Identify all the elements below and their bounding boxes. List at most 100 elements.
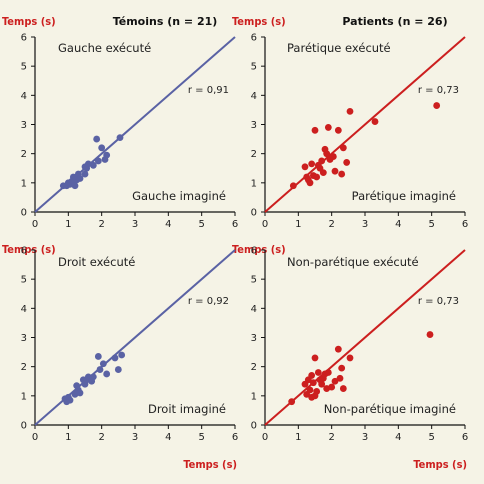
x-tick-label: 0 <box>32 432 38 443</box>
x-tick-label: 5 <box>198 432 204 443</box>
scatter-panel-4: 00 1 1 2 2 3 3 4 4 5 5 6 6 Non-parétique exécuté Non-p… <box>251 246 469 444</box>
data-point <box>98 144 106 152</box>
data-point <box>314 369 322 376</box>
data-point <box>343 159 351 166</box>
y-tick-label: 0 <box>251 421 257 432</box>
data-point <box>71 182 79 190</box>
x-tick-label: 5 <box>428 432 434 443</box>
x-tick-label: 1 <box>295 219 301 230</box>
x-tick-label: 4 <box>165 219 171 230</box>
x-tick-label: 0 <box>262 219 268 230</box>
x-tick-label: 5 <box>428 219 434 230</box>
correlation-label: r = 0,91 <box>188 85 229 96</box>
y-tick-label: 5 <box>21 62 27 73</box>
y-tick-label: 4 <box>251 91 257 102</box>
data-point <box>331 167 339 175</box>
data-point <box>96 366 104 373</box>
x-tick-label: 2 <box>328 219 334 230</box>
x-tick-label: 5 <box>198 219 204 230</box>
data-point <box>334 126 342 134</box>
x-tick-label: 3 <box>132 219 138 230</box>
data-point <box>346 354 354 362</box>
data-point <box>309 379 317 387</box>
y-tick-label: 6 <box>251 33 257 44</box>
x-tick-label: 2 <box>98 219 104 230</box>
data-point <box>371 118 379 125</box>
y-tick-label: 0 <box>251 208 257 219</box>
data-point <box>338 170 346 178</box>
data-point <box>114 366 122 373</box>
imagined-label: Gauche imaginé <box>132 189 226 203</box>
data-point <box>336 374 344 382</box>
y-tick-label: 4 <box>251 304 257 315</box>
y-tick-label: 1 <box>21 391 27 402</box>
data-point <box>76 389 84 397</box>
data-point <box>89 161 97 169</box>
y-tick-label: 6 <box>21 246 27 257</box>
x-tick-label: 4 <box>395 219 401 230</box>
imagined-label: Non-parétique imaginé <box>324 402 456 416</box>
x-tick-label: 3 <box>362 432 368 443</box>
y-tick-label: 2 <box>21 362 27 373</box>
data-point <box>301 163 309 171</box>
x-tick-label: 0 <box>262 432 268 443</box>
y-tick-label: 4 <box>21 91 27 102</box>
x-tick-label: 0 <box>32 219 38 230</box>
y-tick-label: 5 <box>251 275 257 286</box>
data-point <box>111 354 119 362</box>
ylabel-top-right: Temps (s) <box>232 15 286 28</box>
x-tick-label: 4 <box>165 432 171 443</box>
fit-line <box>264 249 466 426</box>
correlation-label: r = 0,73 <box>418 85 459 96</box>
data-point <box>118 351 126 359</box>
data-point <box>316 164 324 172</box>
data-point <box>103 370 111 378</box>
data-point <box>324 124 332 131</box>
data-point <box>339 385 347 392</box>
x-tick-label: 6 <box>462 219 468 230</box>
data-point <box>308 160 316 168</box>
x-tick-label: 6 <box>232 432 238 443</box>
data-point <box>338 364 346 372</box>
executed-label: Parétique exécuté <box>287 41 391 55</box>
data-point <box>324 369 332 376</box>
y-tick-label: 1 <box>21 178 27 189</box>
imagined-label: Parétique imaginé <box>352 189 456 203</box>
xlabel-bottom-left: Temps (s) <box>183 458 237 471</box>
data-point <box>323 150 331 158</box>
data-point <box>311 126 319 134</box>
data-point <box>311 392 319 400</box>
data-point <box>346 107 354 115</box>
header-patients: Patients (n = 26) <box>342 15 447 28</box>
header-temoins: Témoins (n = 21) <box>113 15 218 28</box>
y-tick-label: 3 <box>21 120 27 131</box>
y-tick-label: 3 <box>251 333 257 344</box>
data-point <box>81 163 89 171</box>
data-point <box>318 380 326 388</box>
data-point <box>426 331 434 338</box>
x-tick-label: 6 <box>232 219 238 230</box>
data-point <box>69 173 77 181</box>
data-point <box>89 373 97 381</box>
data-point <box>308 372 316 379</box>
data-point <box>93 135 101 143</box>
x-tick-label: 2 <box>328 432 334 443</box>
scatter-panel-2: 00 1 1 2 2 3 3 4 4 5 5 6 6 Parétique exécuté Parétique… <box>251 33 469 231</box>
y-tick-label: 1 <box>251 178 257 189</box>
scatter-panel-3: 00 1 1 2 2 3 3 4 4 5 5 6 6 Droit exécuté Droit imaginé… <box>21 246 239 444</box>
imagined-label: Droit imaginé <box>148 402 226 416</box>
x-tick-label: 1 <box>65 219 71 230</box>
data-point <box>313 173 321 181</box>
data-point <box>76 175 84 182</box>
data-point <box>334 345 342 353</box>
fit-line <box>264 36 466 213</box>
x-tick-label: 1 <box>295 432 301 443</box>
y-tick-label: 0 <box>21 208 27 219</box>
x-tick-label: 4 <box>395 432 401 443</box>
data-point <box>66 396 74 404</box>
data-point <box>103 151 111 159</box>
data-point <box>116 134 124 142</box>
x-tick-label: 6 <box>462 432 468 443</box>
data-point <box>328 383 336 391</box>
